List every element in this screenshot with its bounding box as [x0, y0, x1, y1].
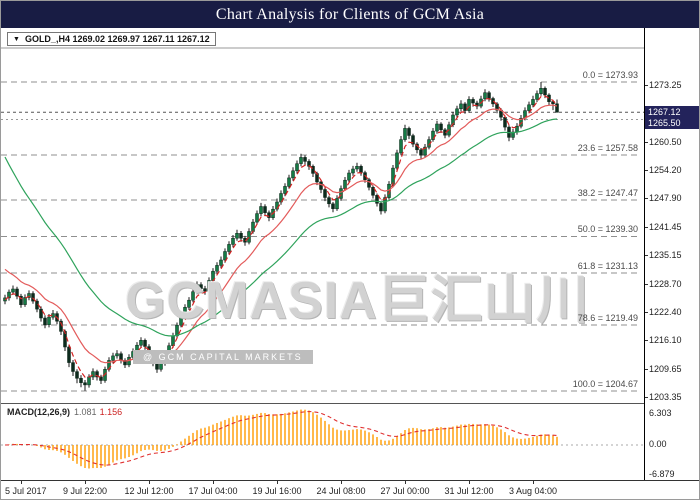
fib-level-label: 23.6 = 1257.58	[577, 142, 638, 153]
price-axis-label: 1235.15	[649, 249, 682, 260]
price-axis-label: 1241.45	[649, 221, 682, 232]
fib-level-label: 38.2 = 1247.47	[577, 187, 638, 198]
macd-axis-label: -6.879	[649, 469, 675, 479]
time-axis-tick	[21, 481, 22, 484]
macd-axis-label: 0.00	[649, 439, 667, 449]
price-axis-tick	[645, 198, 648, 199]
fib-level-label: 0.0 = 1273.93	[582, 69, 638, 80]
symbol-info[interactable]: ▼ GOLD_,H4 1269.02 1269.97 1267.11 1267.…	[7, 32, 216, 46]
time-axis-label: 19 Jul 16:00	[252, 486, 302, 496]
last-price-badge: 1267.12	[645, 106, 699, 118]
price-axis-label: 1273.25	[649, 79, 682, 90]
price-axis-label: 1228.70	[649, 278, 682, 289]
price-axis-tick	[645, 142, 648, 143]
price-axis-tick	[645, 397, 648, 398]
macd-signal-value: 1.156	[99, 407, 123, 417]
price-axis-tick	[645, 85, 648, 86]
price-axis-label: 1222.40	[649, 306, 682, 317]
price-axis-tick	[645, 369, 648, 370]
time-axis-label: 5 Jul 2017	[5, 486, 47, 496]
macd-axis-label: 6.303	[649, 408, 672, 418]
bid-price-badge: 1265.50	[645, 117, 699, 129]
macd-title: MACD(12,26,9)	[7, 407, 71, 417]
fib-level-label: 50.0 = 1239.30	[577, 224, 638, 235]
title-bar: Chart Analysis for Clients of GCM Asia	[1, 1, 699, 28]
price-axis-label: 1254.20	[649, 164, 682, 175]
time-axis-label: 24 Jul 08:00	[316, 486, 366, 496]
watermark-caption: @ GCM CAPITAL MARKETS	[133, 350, 313, 364]
macd-main-value: 1.081	[74, 407, 97, 417]
time-axis[interactable]: 5 Jul 2017 9 Jul 22:00 12 Jul 12:00 17 Jul …	[1, 480, 699, 499]
price-axis-tick	[645, 227, 648, 228]
time-axis-tick	[213, 481, 214, 484]
price-axis-label: 1260.50	[649, 136, 682, 147]
price-axis-label: 1203.35	[649, 391, 682, 402]
time-axis-label: 12 Jul 12:00	[124, 486, 174, 496]
macd-indicator-label: MACD(12,26,9) 1.081 1.156	[7, 407, 122, 417]
macd-axis[interactable]: 6.303 0.00 -6.879	[644, 403, 699, 480]
macd-chart	[1, 409, 644, 469]
macd-panel[interactable]: MACD(12,26,9) 1.081 1.156	[1, 403, 644, 481]
time-axis-label: 3 Aug 04:00	[508, 486, 558, 496]
price-axis[interactable]: 1273.25 1260.50 1254.20 1247.90 1241.45 1235.…	[644, 28, 699, 403]
fib-level-label: 61.8 = 1231.13	[577, 260, 638, 271]
time-axis-tick	[85, 481, 86, 484]
page-title: Chart Analysis for Clients of GCM Asia	[215, 5, 485, 23]
time-axis-tick	[341, 481, 342, 484]
time-axis-label: 9 Jul 22:00	[62, 486, 108, 496]
symbol-ohlc-text: GOLD_,H4 1269.02 1269.97 1267.11 1267.12	[24, 34, 210, 44]
price-axis-label: 1209.65	[649, 363, 682, 374]
main-chart-area[interactable]: GCMASIA巨汇山川 @ GCM CAPITAL MARKETS ▼ GOLD…	[1, 28, 644, 403]
dropdown-icon[interactable]: ▼	[13, 35, 20, 43]
candlestick-chart[interactable]	[1, 28, 644, 403]
fib-level-label: 100.0 = 1204.67	[572, 378, 638, 389]
price-axis-label: 1216.10	[649, 334, 682, 345]
time-axis-label: 31 Jul 12:00	[444, 486, 494, 496]
price-axis-label: 1247.90	[649, 193, 682, 203]
price-axis-tick	[645, 170, 648, 171]
price-axis-tick	[645, 284, 648, 285]
fib-level-label: 78.6 = 1219.49	[577, 312, 638, 323]
price-axis-tick	[645, 255, 648, 256]
time-axis-tick	[533, 481, 534, 484]
time-axis-tick	[469, 481, 470, 484]
time-axis-label: 17 Jul 04:00	[188, 486, 238, 496]
time-axis-tick	[277, 481, 278, 484]
price-axis-tick	[645, 340, 648, 341]
time-axis-tick	[149, 481, 150, 484]
price-axis-tick	[645, 312, 648, 313]
time-axis-tick	[405, 481, 406, 484]
time-axis-label: 27 Jul 00:00	[380, 486, 430, 496]
